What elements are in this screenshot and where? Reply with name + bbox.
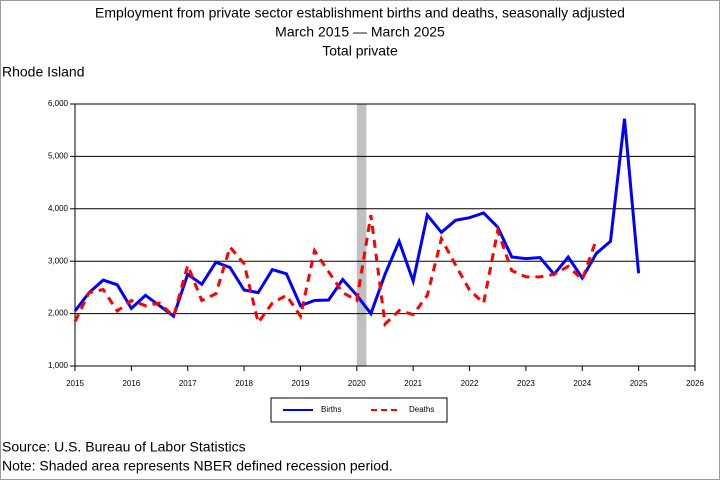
plot-area bbox=[74, 103, 696, 367]
note: Note: Shaded area represents NBER define… bbox=[2, 458, 393, 474]
chart-title: March 2015 — March 2025 bbox=[275, 24, 445, 40]
y-tick-label: 1,000 bbox=[48, 361, 69, 370]
chart-title: Employment from private sector establish… bbox=[95, 5, 625, 21]
x-tick-label: 2022 bbox=[461, 379, 479, 388]
x-tick-label: 2021 bbox=[404, 379, 422, 388]
recession-band bbox=[356, 104, 367, 366]
subtitle: Rhode Island bbox=[2, 64, 85, 80]
y-tick-label: 6,000 bbox=[48, 99, 69, 108]
x-tick-label: 2019 bbox=[292, 379, 310, 388]
y-tick-label: 3,000 bbox=[48, 256, 69, 265]
y-tick-label: 4,000 bbox=[48, 204, 69, 213]
x-tick-label: 2024 bbox=[573, 379, 591, 388]
legend-label: Births bbox=[321, 405, 341, 414]
x-tick-label: 2017 bbox=[179, 379, 197, 388]
x-tick-label: 2016 bbox=[122, 379, 140, 388]
y-tick-label: 5,000 bbox=[48, 152, 69, 161]
x-tick-label: 2018 bbox=[235, 379, 253, 388]
chart-title: Total private bbox=[322, 43, 398, 59]
source: Source: U.S. Bureau of Labor Statistics bbox=[2, 439, 246, 455]
x-tick-label: 2023 bbox=[517, 379, 535, 388]
x-tick-label: 2026 bbox=[686, 379, 704, 388]
y-tick-label: 2,000 bbox=[48, 309, 69, 318]
x-tick-label: 2025 bbox=[630, 379, 648, 388]
x-tick-label: 2015 bbox=[66, 379, 84, 388]
x-tick-label: 2020 bbox=[348, 379, 366, 388]
legend-label: Deaths bbox=[409, 405, 434, 414]
